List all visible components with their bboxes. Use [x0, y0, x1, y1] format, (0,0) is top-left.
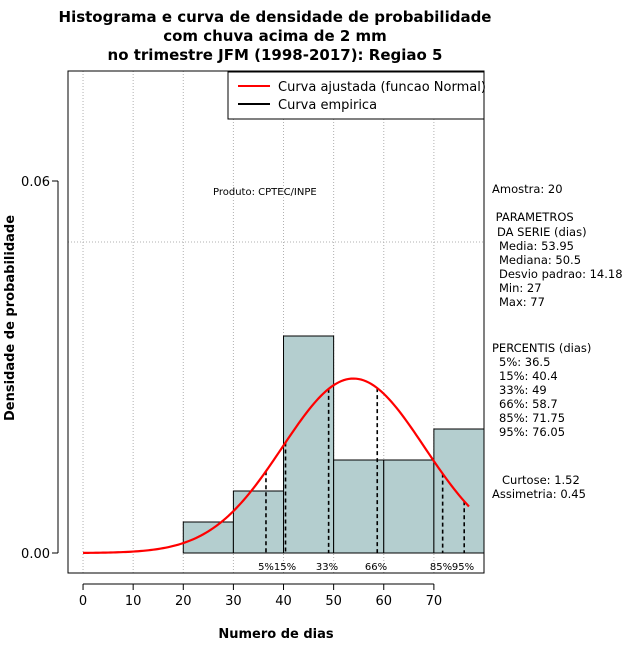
percentile-label-3: 66%	[365, 562, 387, 573]
side-sample-size: Amostra: 20	[492, 182, 563, 196]
side-sd: Desvio padrao: 14.18	[499, 267, 623, 281]
legend-label-fit: Curva ajustada (funcao Normal)	[278, 80, 486, 95]
side-params-heading-1: PARAMETROS	[492, 210, 574, 224]
side-skewness: Assimetria: 0.45	[492, 487, 586, 501]
chart-title-line-2: com chuva acima de 2 mm	[163, 27, 387, 45]
side-p66: 66%: 58.7	[499, 397, 558, 411]
chart-title-line-3: no trimestre JFM (1998-2017): Regiao 5	[108, 46, 443, 64]
chart-title-line-1: Histograma e curva de densidade de proba…	[59, 8, 492, 26]
side-p95: 95%: 76.05	[499, 425, 565, 439]
percentile-lines: 5% 15% 33% 66% 85% 95%	[258, 388, 474, 573]
side-min: Min: 27	[499, 281, 542, 295]
side-kurtosis: Curtose: 1.52	[502, 473, 580, 487]
y-axis-title: Densidade de probabilidade	[3, 215, 18, 421]
x-tick-label-40: 40	[275, 594, 292, 609]
x-tick-label-30: 30	[225, 594, 242, 609]
normal-curve	[83, 377, 470, 554]
percentile-label-5: 95%	[452, 562, 474, 573]
x-tick-label-0: 0	[79, 594, 87, 609]
histogram-bar-1	[232, 490, 285, 554]
y-tick-label-0: 0.00	[21, 547, 50, 562]
side-percentiles-heading: PERCENTIS (dias)	[492, 341, 591, 355]
percentile-label-0: 5%	[258, 562, 274, 573]
normal-curve-layer	[83, 377, 470, 554]
side-p33: 33%: 49	[499, 383, 547, 397]
side-p5: 5%: 36.5	[499, 355, 550, 369]
percentile-label-1: 15%	[274, 562, 296, 573]
histogram-bar-2	[283, 335, 335, 554]
histogram-bar-3	[333, 459, 385, 554]
plot-frame	[67, 70, 485, 574]
histogram-bar-5	[433, 428, 485, 554]
axes: 0 10 20 30 40 50 60 70 0.00 0.06	[21, 175, 442, 609]
y-tick-label-1: 0.06	[21, 175, 50, 190]
side-panel: Amostra: 20 PARAMETROS DA SERIE (dias) M…	[492, 182, 623, 501]
legend-box	[227, 71, 485, 120]
side-p15: 15%: 40.4	[499, 369, 558, 383]
x-tick-label-50: 50	[325, 594, 342, 609]
x-axis-title: Numero de dias	[218, 627, 334, 642]
legend: Curva ajustada (funcao Normal) Curva emp…	[227, 71, 486, 120]
side-p85: 85%: 71.75	[499, 411, 565, 425]
grid-lines	[68, 71, 484, 573]
product-annotation: Produto: CPTEC/INPE	[213, 187, 317, 198]
side-max: Max: 77	[499, 295, 545, 309]
histogram-bar-4	[383, 459, 435, 554]
x-tick-label-20: 20	[175, 594, 192, 609]
histogram-bars	[182, 335, 485, 554]
percentile-label-2: 33%	[316, 562, 338, 573]
legend-label-empirical: Curva empirica	[278, 98, 377, 113]
side-median: Mediana: 50.5	[499, 253, 581, 267]
x-tick-label-60: 60	[375, 594, 392, 609]
side-mean: Media: 53.95	[499, 239, 574, 253]
x-tick-label-10: 10	[125, 594, 142, 609]
histogram-bar-0	[182, 521, 234, 554]
side-params-heading-2: DA SERIE (dias)	[497, 225, 587, 239]
x-tick-label-70: 70	[426, 594, 443, 609]
percentile-label-4: 85%	[430, 562, 452, 573]
